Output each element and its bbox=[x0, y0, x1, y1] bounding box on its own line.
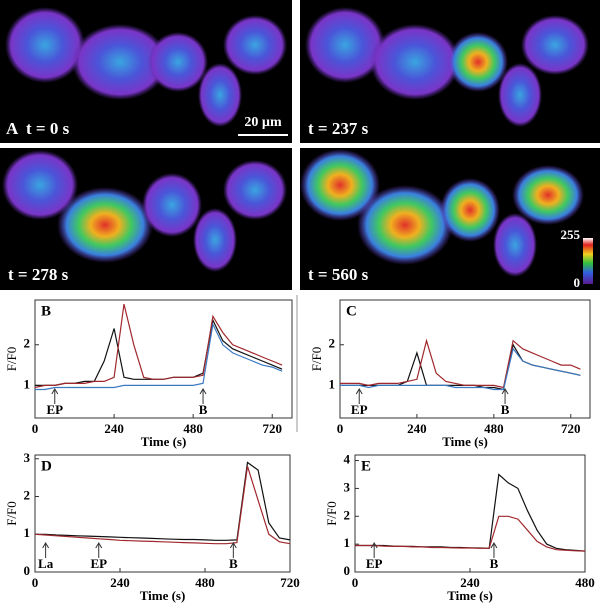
data-line bbox=[340, 347, 581, 391]
annotation: B bbox=[490, 556, 499, 571]
image-frame bbox=[300, 0, 600, 143]
colorbar-label: 0 bbox=[574, 275, 581, 290]
image-frame bbox=[0, 0, 292, 143]
y-axis-label: F/F0 bbox=[4, 501, 19, 526]
y-tick-label: 2 bbox=[24, 488, 31, 503]
data-line bbox=[35, 322, 283, 391]
annotation-arrowhead bbox=[370, 542, 378, 549]
x-tick-label: 720 bbox=[280, 575, 300, 590]
y-tick-label: 2 bbox=[344, 507, 351, 522]
data-line bbox=[35, 318, 283, 386]
data-line bbox=[355, 515, 586, 552]
plot-frame bbox=[354, 454, 586, 573]
x-tick-label: 480 bbox=[195, 575, 215, 590]
y-tick-label: 1 bbox=[24, 376, 31, 391]
y-axis-label: F/F0 bbox=[309, 347, 324, 372]
colorbar bbox=[583, 238, 593, 284]
panel-label: A bbox=[6, 119, 19, 138]
x-tick-label: 240 bbox=[110, 575, 130, 590]
y-tick-label: 0 bbox=[24, 563, 31, 578]
annotation-arrowhead bbox=[229, 542, 237, 549]
x-axis-label: Time (s) bbox=[442, 434, 488, 449]
y-tick-label: 2 bbox=[329, 336, 336, 351]
data-line bbox=[34, 303, 283, 389]
y-tick-label: 1 bbox=[329, 376, 336, 391]
frame-time: t = 0 s bbox=[26, 119, 70, 138]
annotation: B bbox=[199, 402, 208, 417]
x-axis-label: Time (s) bbox=[140, 588, 186, 603]
data-line bbox=[35, 461, 291, 541]
colorbar-label: 255 bbox=[561, 227, 581, 242]
annotation-arrowhead bbox=[501, 388, 509, 395]
data-line bbox=[34, 466, 291, 545]
annotation: EP bbox=[351, 402, 368, 417]
x-tick-label: 240 bbox=[460, 575, 480, 590]
panel-label: B bbox=[41, 303, 51, 319]
x-tick-label: 0 bbox=[32, 421, 39, 436]
frame-time: t = 278 s bbox=[8, 265, 69, 284]
x-tick-label: 0 bbox=[352, 575, 359, 590]
annotation: B bbox=[501, 402, 510, 417]
x-tick-label: 480 bbox=[575, 575, 595, 590]
x-tick-label: 240 bbox=[407, 421, 427, 436]
x-tick-label: 480 bbox=[183, 421, 203, 436]
x-tick-label: 0 bbox=[337, 421, 344, 436]
frame-time: t = 560 s bbox=[308, 265, 369, 284]
annotation-arrowhead bbox=[355, 388, 363, 395]
data-line bbox=[340, 338, 581, 389]
x-axis-label: Time (s) bbox=[141, 434, 187, 449]
annotation-arrowhead bbox=[51, 388, 59, 395]
x-tick-label: 0 bbox=[32, 575, 39, 590]
y-tick-label: 1 bbox=[24, 525, 31, 540]
frame-time: t = 237 s bbox=[308, 119, 369, 138]
x-tick-label: 240 bbox=[104, 421, 124, 436]
x-tick-label: 720 bbox=[561, 421, 581, 436]
x-tick-label: 720 bbox=[262, 421, 282, 436]
image-frame bbox=[0, 148, 292, 290]
image-frame bbox=[300, 148, 600, 290]
panel-label: E bbox=[361, 458, 371, 474]
x-axis-label: Time (s) bbox=[447, 588, 493, 603]
annotation-arrowhead bbox=[42, 542, 50, 549]
panel-label: C bbox=[346, 303, 357, 319]
x-tick-label: 480 bbox=[484, 421, 504, 436]
plot-frame bbox=[34, 454, 291, 573]
y-tick-label: 4 bbox=[344, 452, 351, 467]
panel-label: D bbox=[41, 458, 52, 474]
annotation: La bbox=[38, 556, 54, 571]
y-axis-label: F/F0 bbox=[324, 501, 339, 526]
y-axis-label: F/F0 bbox=[4, 347, 19, 372]
y-tick-label: 0 bbox=[344, 563, 351, 578]
annotation-arrowhead bbox=[95, 542, 103, 549]
annotation: EP bbox=[366, 556, 383, 571]
annotation: EP bbox=[46, 402, 63, 417]
plot-frame bbox=[339, 299, 591, 419]
plot-frame bbox=[34, 299, 293, 419]
y-tick-label: 1 bbox=[344, 535, 351, 550]
y-tick-label: 3 bbox=[24, 450, 31, 465]
annotation: B bbox=[229, 556, 238, 571]
annotation-arrowhead bbox=[199, 388, 207, 395]
y-tick-label: 3 bbox=[344, 479, 351, 494]
y-tick-label: 2 bbox=[24, 336, 31, 351]
annotation-arrowhead bbox=[490, 542, 498, 549]
scale-bar-label: 20 µm bbox=[244, 115, 282, 130]
data-line bbox=[355, 473, 586, 552]
annotation: EP bbox=[90, 556, 107, 571]
